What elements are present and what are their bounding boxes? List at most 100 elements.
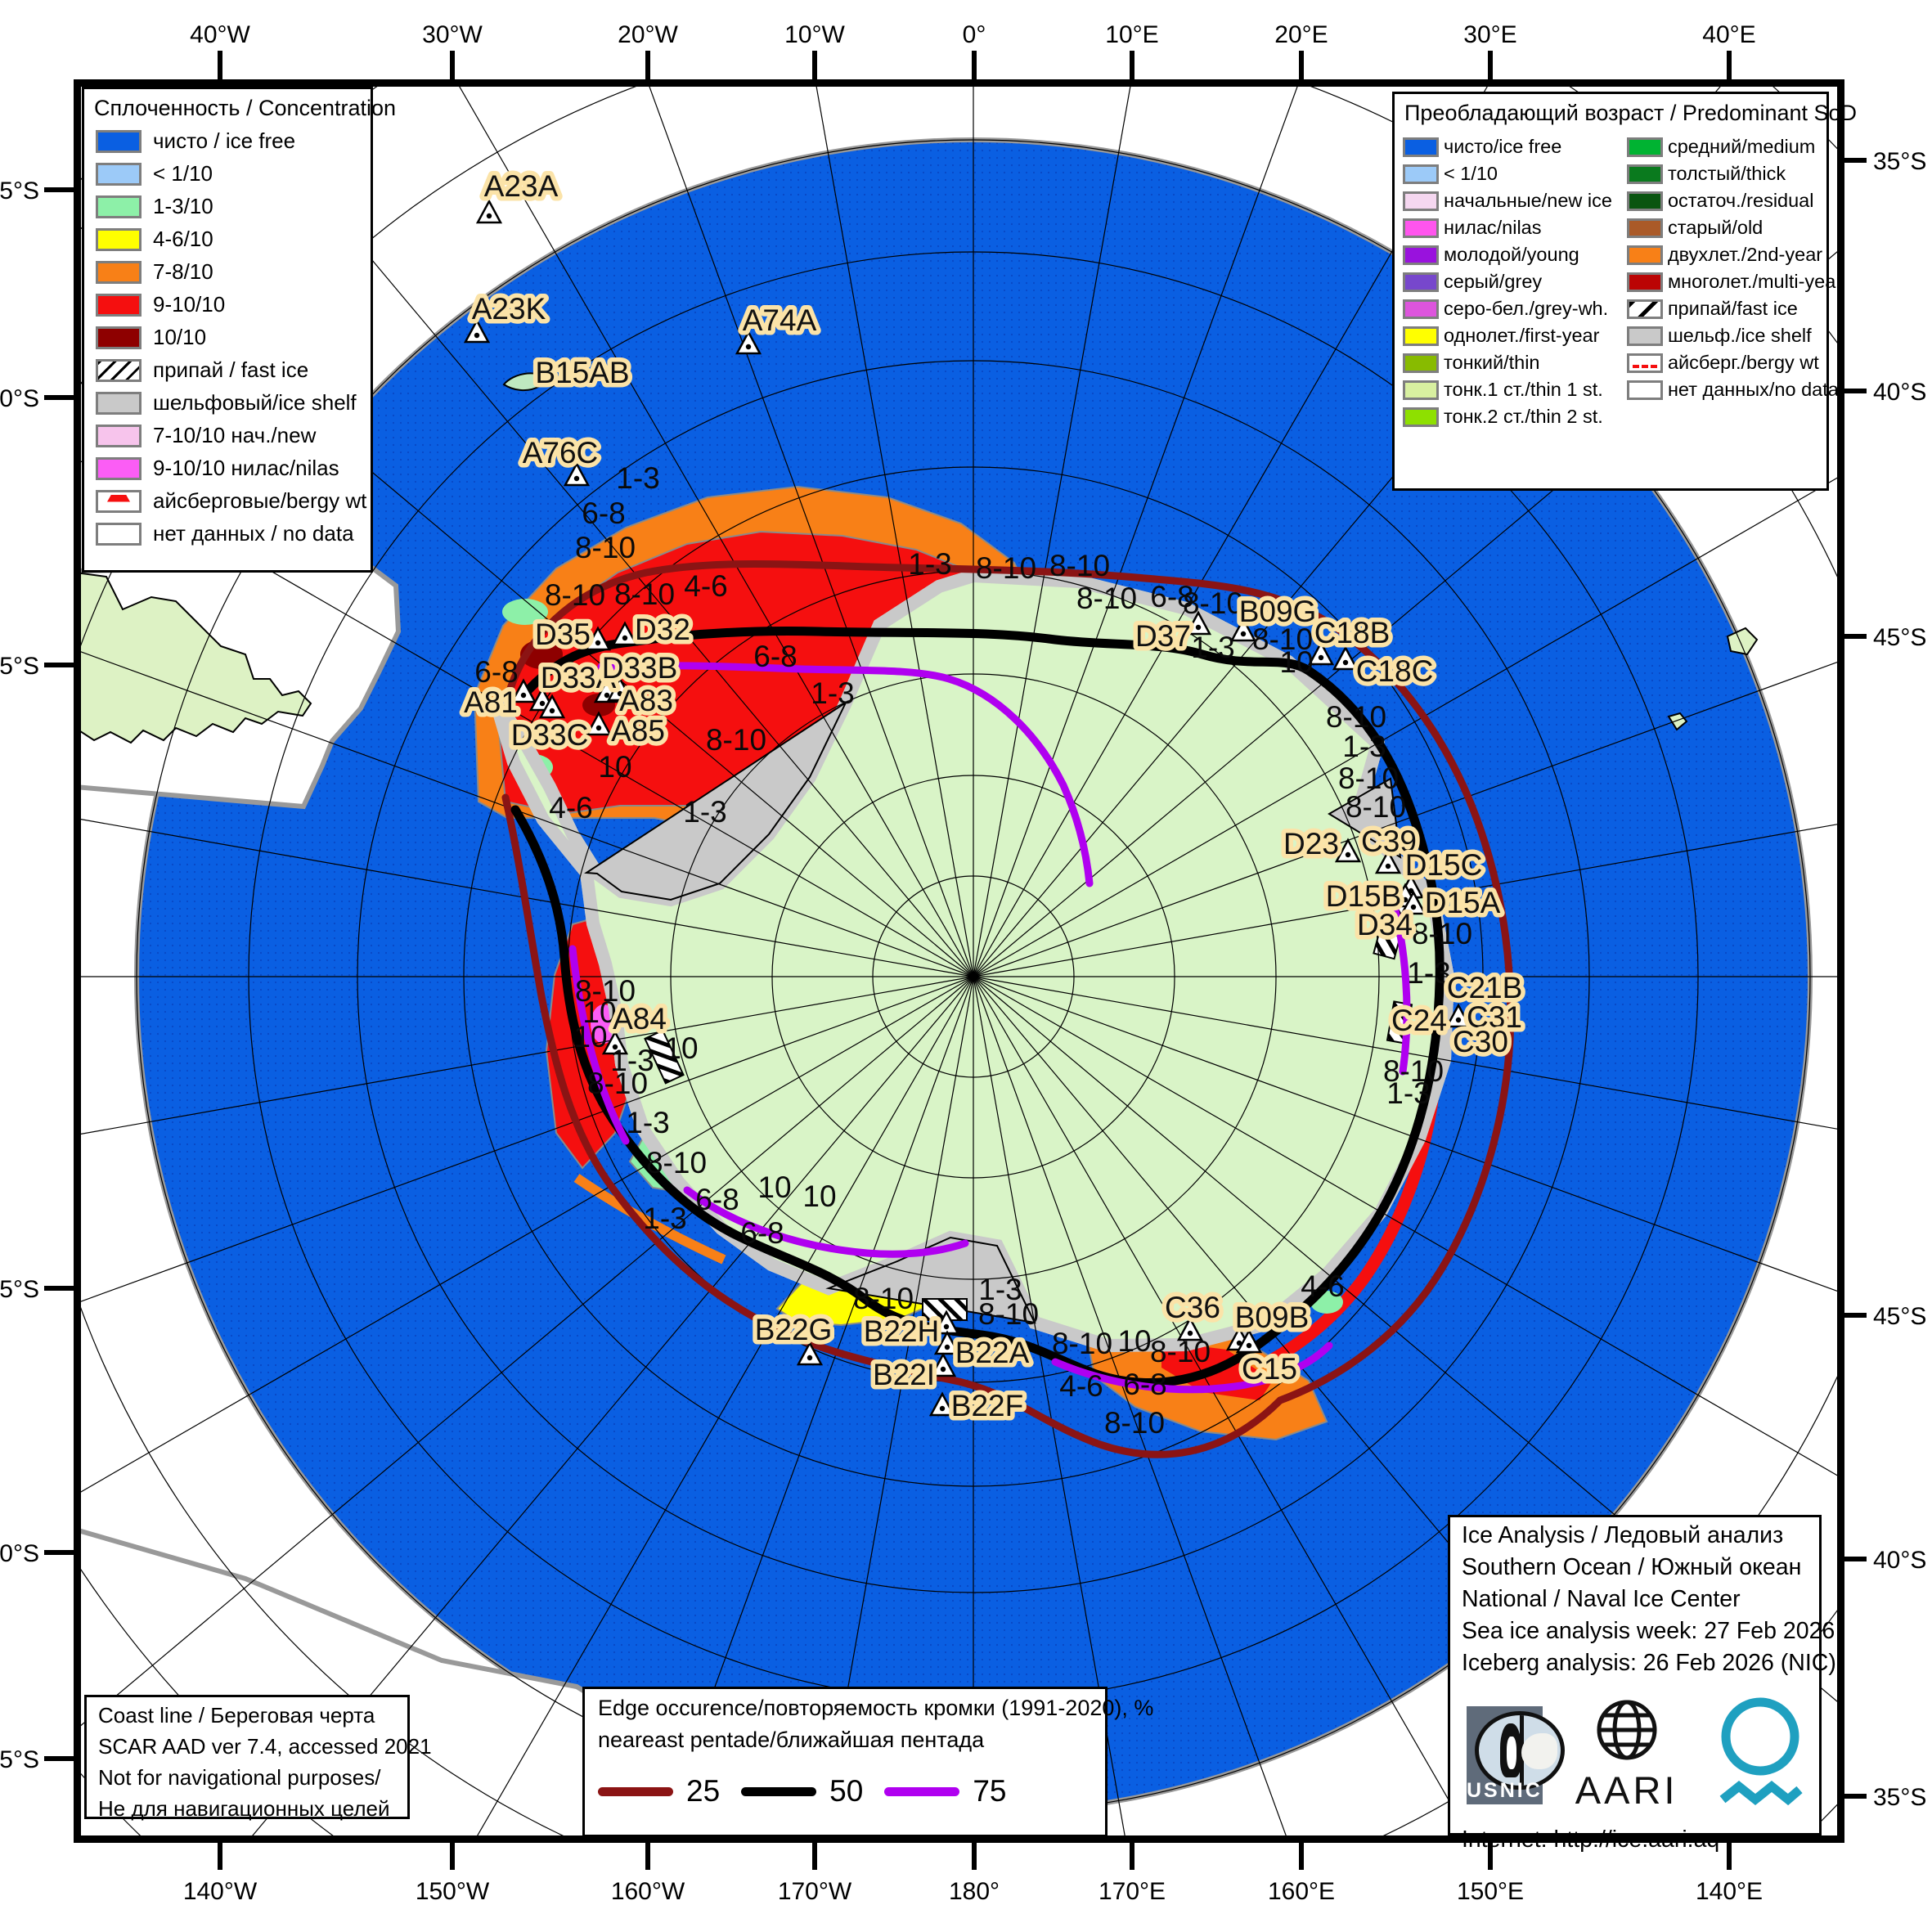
concentration-label: 10: [1117, 1324, 1151, 1358]
iceberg-triangle: [929, 1352, 957, 1377]
legend-concentration-item-label: 4-6/10: [153, 227, 213, 251]
axis-label: 40°S: [0, 1540, 39, 1567]
axis-label: 40°S: [0, 385, 39, 412]
legend-concentration-item-swatch-color: [96, 424, 142, 447]
concentration-label: 1-3: [1191, 631, 1234, 664]
concentration-label: 1-3: [643, 1202, 686, 1235]
concentration-label: 6-8: [695, 1183, 739, 1216]
legend-concentration-item-label: нет данных / no data: [153, 521, 354, 546]
legend-sod-item-swatch-color: [1403, 137, 1439, 157]
axis-label: 160°W: [611, 1878, 685, 1905]
iceberg-label: B22A: [955, 1336, 1030, 1369]
amery-ice-shelf: [1328, 777, 1402, 859]
iceberg-label: A23A: [484, 169, 559, 203]
iceberg-triangle: [1235, 1328, 1263, 1354]
iceberg-label: A81: [464, 685, 518, 719]
concentration-label: 1-3: [908, 547, 951, 581]
iceberg-label: D33A: [541, 661, 617, 694]
legend-concentration-item: припай / fast ice: [96, 357, 362, 383]
concentration-label: 8-10: [1326, 700, 1386, 734]
legend-sod-item-label: многолет./multi-year: [1667, 271, 1843, 292]
concentration-label: 1-3: [1386, 1076, 1430, 1110]
legend-concentration-item-swatch-color: [96, 293, 142, 317]
legend-sod-item: тонкий/thin: [1403, 352, 1612, 374]
axis-label: 45°S: [0, 1276, 39, 1303]
fast-ice-patch: [644, 1029, 685, 1085]
legend-sod-item-label: тонкий/thin: [1444, 352, 1540, 373]
legend-concentration-item-swatch-bergy: [96, 489, 142, 513]
concentration-label: 4-6: [1059, 1369, 1103, 1403]
edge-line-swatch: [884, 1786, 960, 1796]
iceberg-label: A84: [613, 1002, 667, 1036]
iceberg-label: D23: [1283, 827, 1339, 860]
concentration-label: 8-10: [1338, 762, 1399, 795]
axis-label: 20°W: [618, 21, 678, 48]
coast-box-line: Not for navigational purposes/: [98, 1765, 381, 1790]
iceberg-triangle: [585, 711, 613, 736]
iceberg-triangle: [933, 1330, 961, 1355]
iceberg-label: C31: [1467, 1000, 1522, 1034]
legend-sod-item-swatch-color: [1626, 326, 1663, 346]
edge-contour-25: [501, 559, 1515, 1458]
edge-line-swatch: [598, 1786, 673, 1796]
axis-labels: 40°W 30°W 20°W 10°W 0° 10°E 20°E 30°E 40°E 140°W 1…: [0, 21, 1926, 1905]
legend-sod-item-label: чисто/ice free: [1444, 136, 1562, 157]
concentration-label: 10: [598, 750, 631, 784]
iceberg-label: B09B: [1235, 1301, 1310, 1334]
edge-legend-entry: 50: [741, 1774, 863, 1808]
legend-concentration-item-label: чисто / ice free: [153, 128, 296, 153]
legend-sod-item-swatch-color: [1403, 326, 1439, 346]
iceberg-triangles: [463, 199, 1472, 1417]
legend-sod-left-column: чисто/ice free < 1/10 начальные/new ice нил…: [1395, 131, 1614, 433]
legend-sod-item-swatch-color: [1626, 272, 1663, 292]
iceberg-label: C21B: [1447, 971, 1523, 1004]
concentration-label: 8-10: [646, 1146, 707, 1179]
legend-concentration-item-swatch-color: [96, 326, 142, 349]
legend-concentration-item-swatch-hatch: [96, 358, 142, 382]
iceberg-label: D15C: [1405, 848, 1483, 882]
concentration-label: 8-10: [1076, 582, 1137, 615]
concentration-label: 8-10: [614, 577, 675, 611]
legend-concentration-item: нет данных / no data: [96, 521, 362, 546]
axis-label: 45°S: [1873, 1303, 1926, 1330]
legend-sod-item-label: молодой/young: [1444, 244, 1579, 265]
legend-sod-item: нет данных/no data: [1626, 379, 1842, 401]
legend-sod-item: тонк.2 ст./thin 2 st.: [1403, 406, 1612, 428]
info-box-line: Southern Ocean / Южный океан: [1462, 1554, 1802, 1580]
axis-label: 10°E: [1105, 21, 1158, 48]
usnic-logo: USNIC: [1467, 1705, 1565, 1804]
concentration-label: 1-3: [1342, 730, 1386, 763]
iceberg-triangle: [463, 318, 491, 344]
coast-line-box: Coast line / Береговая черта SCAR AAD ver…: [84, 1695, 432, 1821]
concentration-label: 8-10: [1104, 1406, 1165, 1440]
legend-sod-item-swatch-color: [1403, 353, 1439, 373]
legend-concentration-item-label: айсберговые/bergy wt: [153, 488, 367, 513]
concentration-label: 6-8: [753, 640, 797, 673]
concentration-label: 8-10: [575, 974, 636, 1008]
legend-sod-item: нилас/nilas: [1403, 217, 1612, 239]
iceberg-label: D35: [535, 618, 591, 651]
island-nz: [1726, 627, 1759, 656]
axis-label: 40°S: [1873, 1547, 1926, 1574]
axis-label: 20°E: [1274, 21, 1328, 48]
concentration-label: 10: [582, 995, 616, 1029]
legend-sod-item: толстый/thick: [1626, 163, 1842, 185]
info-box: Ice Analysis / Ледовый анализ Southern Oc…: [1448, 1515, 1836, 1853]
iceberg-label: C24: [1391, 1004, 1447, 1037]
legend-sod-item-swatch-color: [1403, 380, 1439, 400]
edge-legend-value: 25: [686, 1774, 721, 1808]
legend-sod-item-label: тонк.1 ст./thin 1 st.: [1444, 379, 1603, 400]
ring-logo: [1711, 1692, 1809, 1818]
iceberg-shape-b15ab: [502, 372, 548, 391]
concentration-label: 4-6: [549, 791, 592, 824]
legend-sod-item-swatch-color: [1626, 164, 1663, 184]
legend-concentration-item-swatch-color: [96, 260, 142, 284]
edge-legend-entry: 75: [884, 1774, 1006, 1808]
legend-concentration-item-label: 7-10/10 нач./new: [153, 423, 317, 447]
legend-sod-item: серый/grey: [1403, 271, 1612, 293]
info-box-lines: Ice Analysis / Ледовый анализ Southern Oc…: [1450, 1522, 1836, 1677]
legend-sod-item-swatch-color: [1403, 407, 1439, 427]
usnic-logo-label: USNIC: [1467, 1778, 1543, 1802]
concentration-label: 10: [1279, 645, 1313, 679]
